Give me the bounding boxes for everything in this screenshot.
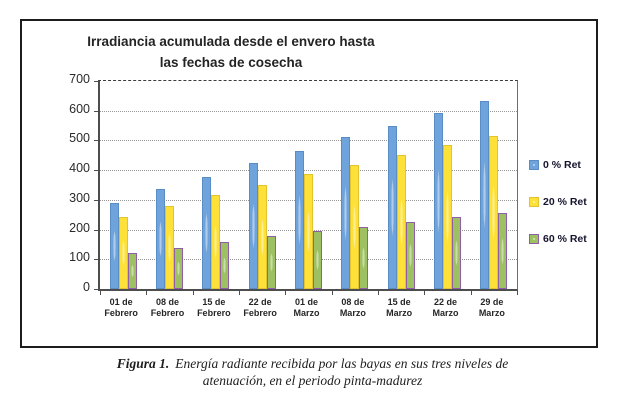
figure-caption-text2: atenuación, en el periodo pinta-madurez xyxy=(202,373,423,388)
legend-label: 20 % Ret xyxy=(543,195,587,208)
bar-60%Ret-29-de-Marzo xyxy=(498,212,508,289)
bar-20%Ret-15-de-Marzo xyxy=(396,155,406,289)
x-axis-labels: 01 de Febrero 08 de Febrero 15 de Febrero 22 d… xyxy=(98,297,515,331)
legend-entry: 20 % Ret xyxy=(529,195,595,208)
x-tick-label: 08 de Marzo xyxy=(339,297,366,318)
legend: 0 % Ret 20 % Ret 60 % Ret xyxy=(529,158,595,269)
bar-0%Ret-15-de-Marzo xyxy=(387,125,397,289)
bar-60%Ret-15-de-Marzo xyxy=(405,221,415,289)
x-tick-label: 15 de Febrero xyxy=(197,297,231,318)
y-tick-label: 100 xyxy=(69,250,90,265)
y-axis-tick xyxy=(94,289,98,290)
legend-swatch-60%Ret xyxy=(529,233,539,244)
bar-20%Ret-01-de-Febrero xyxy=(118,216,128,289)
y-axis-tick xyxy=(94,81,98,82)
bar-0%Ret-22-de-Febrero xyxy=(248,163,258,289)
bar-20%Ret-29-de-Marzo xyxy=(489,135,499,289)
figure-caption-text1: Energía radiante recibida por las bayas … xyxy=(175,356,509,371)
x-tick-label: 01 de Febrero xyxy=(104,297,138,318)
y-tick-label: 400 xyxy=(69,161,90,176)
figure-caption: Figura 1. Energía radiante recibida por l… xyxy=(0,355,625,389)
bar-0%Ret-08-de-Marzo xyxy=(341,137,351,289)
gridline xyxy=(100,110,517,112)
x-axis-tick xyxy=(285,291,287,295)
y-tick-label: 500 xyxy=(69,131,90,146)
y-tick-label: 700 xyxy=(69,72,90,86)
legend-label: 60 % Ret xyxy=(543,232,587,245)
gridline xyxy=(100,140,517,142)
x-axis-tick xyxy=(424,291,426,295)
y-axis-tick xyxy=(94,259,98,261)
legend-swatch-0%Ret xyxy=(529,159,539,170)
legend-entry: 60 % Ret xyxy=(529,232,595,245)
bar-0%Ret-22-de-Marzo xyxy=(434,113,443,289)
x-tick-label: 08 de Febrero xyxy=(150,297,185,318)
x-axis-tick xyxy=(517,291,518,295)
bar-0%Ret-01-de-Marzo xyxy=(295,150,304,289)
y-axis-labels: 0 100 200 300 400 500 600 700 xyxy=(38,0,90,402)
bar-20%Ret-22-de-Marzo xyxy=(443,145,452,289)
gridline xyxy=(100,170,517,172)
y-axis-tick xyxy=(94,229,98,231)
bar-20%Ret-01-de-Marzo xyxy=(304,174,313,289)
bar-60%Ret-15-de-Febrero xyxy=(220,242,230,289)
y-axis-tick xyxy=(94,170,98,172)
y-axis-tick xyxy=(94,110,98,112)
bar-20%Ret-15-de-Febrero xyxy=(211,195,221,289)
bar-60%Ret-08-de-Marzo xyxy=(359,227,369,289)
plot-area xyxy=(94,80,518,295)
y-tick-label: 600 xyxy=(69,101,90,116)
figure-caption-label: Figura 1. xyxy=(116,356,170,371)
y-axis-tick xyxy=(94,199,98,201)
x-axis-tick xyxy=(146,291,148,295)
bar-60%Ret-22-de-Marzo xyxy=(452,217,461,289)
x-axis-tick xyxy=(192,291,194,295)
bar-20%Ret-08-de-Marzo xyxy=(350,164,360,289)
x-tick-label: 29 de Marzo xyxy=(478,297,505,318)
x-axis-tick xyxy=(470,291,472,295)
x-axis-tick xyxy=(331,291,333,295)
bar-0%Ret-15-de-Febrero xyxy=(202,176,212,289)
chart-title-line2: las fechas de cosecha xyxy=(159,55,303,70)
bar-20%Ret-08-de-Febrero xyxy=(165,205,174,289)
legend-swatch-20%Ret xyxy=(529,196,539,207)
y-axis-tick xyxy=(94,140,98,142)
x-tick-label: 15 de Marzo xyxy=(386,297,413,318)
x-axis-tick xyxy=(378,291,379,295)
legend-label: 0 % Ret xyxy=(543,158,581,171)
x-axis-tick xyxy=(100,291,101,295)
bar-0%Ret-01-de-Febrero xyxy=(109,202,119,289)
bar-60%Ret-22-de-Febrero xyxy=(266,236,276,289)
chart-title: Irradiancia acumulada desde el envero ha… xyxy=(75,31,387,73)
bar-60%Ret-01-de-Febrero xyxy=(127,252,137,289)
legend-entry: 0 % Ret xyxy=(529,158,595,171)
bar-60%Ret-01-de-Marzo xyxy=(313,231,322,289)
bar-0%Ret-08-de-Febrero xyxy=(156,189,165,289)
y-tick-label: 300 xyxy=(69,190,90,205)
y-tick-label: 0 xyxy=(83,280,90,294)
y-tick-label: 200 xyxy=(69,220,90,235)
figure-caption-line1: Figura 1. Energía radiante recibida por l… xyxy=(0,355,625,372)
chart-title-line1: Irradiancia acumulada desde el envero ha… xyxy=(87,34,375,49)
x-tick-label: 22 de Febrero xyxy=(243,297,277,318)
x-tick-label: 22 de Marzo xyxy=(432,297,459,318)
bar-60%Ret-08-de-Febrero xyxy=(174,248,183,289)
bar-20%Ret-22-de-Febrero xyxy=(257,184,267,289)
bar-0%Ret-29-de-Marzo xyxy=(480,100,490,289)
x-axis-tick xyxy=(239,291,240,295)
x-tick-label: 01 de Marzo xyxy=(293,297,320,318)
